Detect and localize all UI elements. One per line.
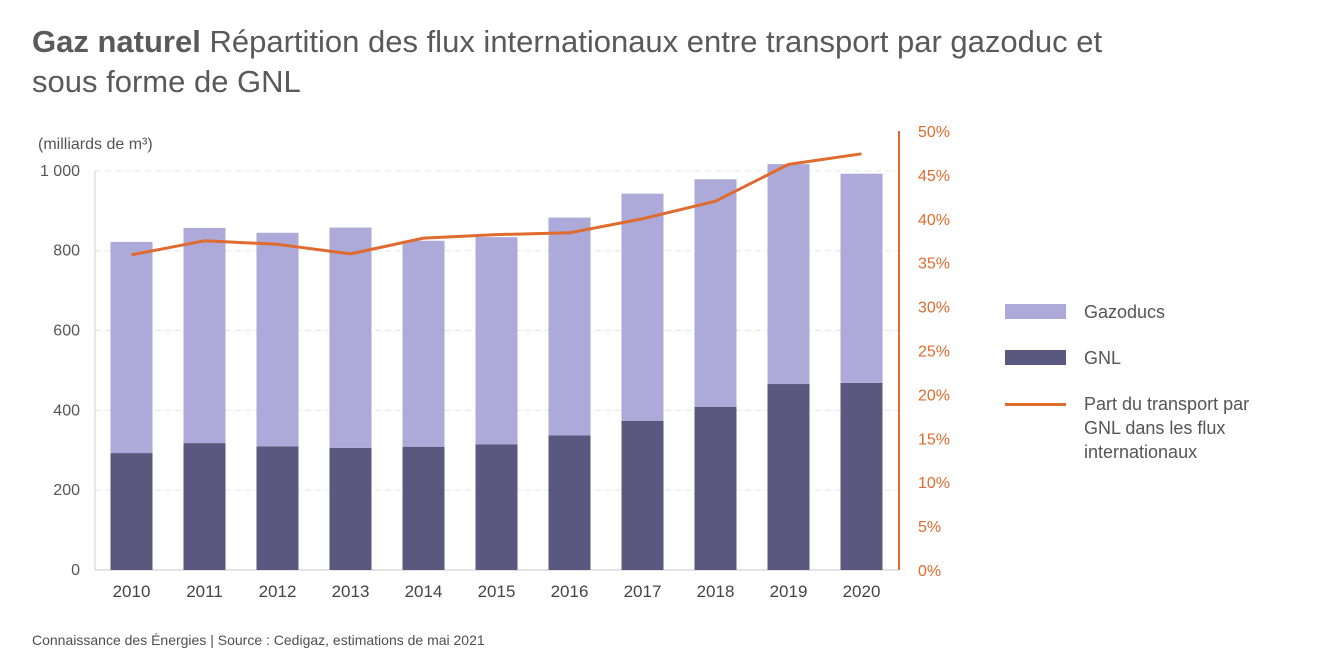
- bar-gnl: [694, 406, 737, 570]
- bar-gazoducs: [256, 232, 299, 447]
- bar-gazoducs: [183, 227, 226, 444]
- bar-gnl: [329, 447, 372, 570]
- legend-swatch-gnl: [1005, 350, 1066, 365]
- y2-tick-label: 45%: [918, 168, 950, 185]
- y2-tick-label: 10%: [918, 475, 950, 492]
- x-tick-label: 2014: [405, 582, 443, 601]
- y2-tick-label: 30%: [918, 300, 950, 317]
- legend-label-gazoducs: Gazoducs: [1084, 302, 1166, 322]
- y-tick-label: 800: [53, 243, 80, 260]
- legend-item-gnl: GNL: [1005, 346, 1325, 368]
- legend-swatch-gazoducs: [1005, 304, 1066, 319]
- legend-label-gnl: GNL: [1084, 348, 1122, 368]
- bar-gnl: [548, 435, 591, 570]
- bar-gazoducs: [621, 193, 664, 421]
- y-tick-label: 200: [53, 482, 80, 499]
- x-tick-label: 2012: [259, 582, 297, 601]
- bar-gazoducs: [548, 217, 591, 436]
- x-tick-label: 2020: [843, 582, 881, 601]
- chart-legend: Gazoducs GNL Part du transport par GNL d…: [1005, 300, 1325, 462]
- y2-tick-label: 15%: [918, 431, 950, 448]
- bar-gnl: [402, 446, 445, 570]
- bar-gnl: [110, 453, 153, 570]
- x-tick-label: 2015: [478, 582, 516, 601]
- bar-gazoducs: [840, 173, 883, 383]
- y2-tick-label: 50%: [918, 124, 950, 141]
- chart-title: Gaz naturel Répartition des flux interna…: [32, 22, 1172, 102]
- bar-gnl: [621, 420, 664, 570]
- bar-gazoducs: [475, 237, 518, 445]
- legend-item-part-gnl: Part du transport par GNL dans les flux …: [1005, 392, 1325, 462]
- x-tick-label: 2010: [113, 582, 151, 601]
- y2-tick-label: 0%: [918, 563, 941, 580]
- chart-title-rest: Répartition des flux internationaux entr…: [32, 24, 1103, 99]
- y2-tick-label: 40%: [918, 212, 950, 229]
- y2-tick-label: 35%: [918, 256, 950, 273]
- bar-gnl: [475, 444, 518, 570]
- legend-item-gazoducs: Gazoducs: [1005, 300, 1325, 322]
- bar-gnl: [840, 382, 883, 570]
- bar-gazoducs: [402, 240, 445, 447]
- bar-gnl: [256, 446, 299, 570]
- y2-tick-label: 25%: [918, 344, 950, 361]
- y-tick-label: 400: [53, 402, 80, 419]
- y-axis-label: (milliards de m³): [38, 136, 153, 153]
- source-note: Connaissance des Énergies | Source : Ced…: [32, 632, 485, 648]
- x-tick-label: 2019: [770, 582, 808, 601]
- legend-label-part-gnl: Part du transport par GNL dans les flux …: [1084, 394, 1250, 462]
- chart-title-bold: Gaz naturel: [32, 24, 201, 59]
- bar-gazoducs: [694, 179, 737, 407]
- y-tick-label: 0: [71, 562, 80, 579]
- bar-gnl: [767, 384, 810, 570]
- y2-tick-label: 20%: [918, 387, 950, 404]
- x-tick-label: 2017: [624, 582, 662, 601]
- y-tick-label: 1 000: [40, 163, 80, 180]
- x-tick-label: 2013: [332, 582, 370, 601]
- x-tick-label: 2011: [186, 582, 223, 601]
- x-tick-label: 2018: [697, 582, 735, 601]
- y-tick-label: 600: [53, 323, 80, 340]
- y2-tick-label: 5%: [918, 519, 941, 536]
- bar-gazoducs: [110, 241, 153, 454]
- bar-gazoducs: [329, 227, 372, 448]
- bar-gnl: [183, 443, 226, 570]
- legend-line-part-gnl: [1005, 403, 1066, 406]
- bar-gazoducs: [767, 164, 810, 385]
- x-tick-label: 2016: [551, 582, 589, 601]
